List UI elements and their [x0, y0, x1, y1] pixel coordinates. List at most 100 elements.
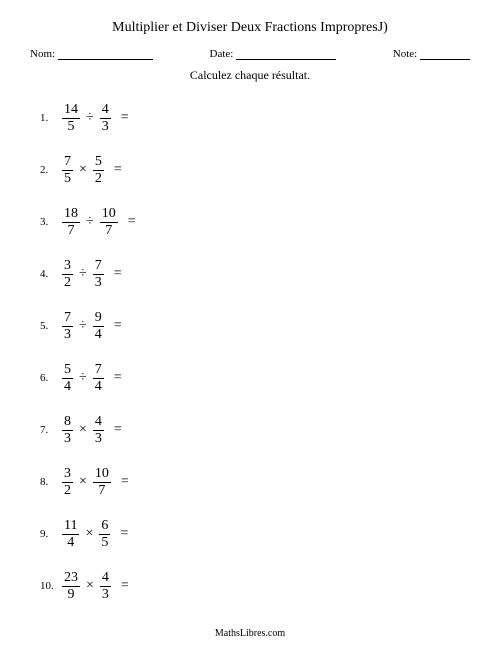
denominator-1: 2 [62, 482, 73, 498]
equals-sign: = [114, 422, 122, 438]
denominator-2: 4 [93, 378, 104, 394]
fraction-1: 32 [62, 467, 73, 498]
worksheet-title: Multiplier et Diviser Deux Fractions Imp… [30, 20, 470, 36]
operator: × [79, 162, 87, 178]
numerator-2: 10 [93, 467, 111, 482]
problem-row: 2.75×52= [40, 153, 470, 187]
problem-number: 8. [40, 476, 62, 488]
note-label: Note: [393, 48, 417, 60]
numerator-2: 5 [93, 155, 104, 170]
numerator-1: 3 [62, 467, 73, 482]
numerator-1: 7 [62, 155, 73, 170]
denominator-2: 7 [93, 482, 111, 498]
operator: ÷ [79, 266, 87, 282]
numerator-2: 4 [100, 571, 111, 586]
denominator-2: 5 [99, 534, 110, 550]
denominator-2: 3 [93, 274, 104, 290]
problem-row: 4.32÷73= [40, 257, 470, 291]
equals-sign: = [114, 370, 122, 386]
problem-number: 7. [40, 424, 62, 436]
numerator-1: 5 [62, 363, 73, 378]
problem-number: 9. [40, 528, 62, 540]
numerator-1: 7 [62, 311, 73, 326]
problem-number: 10. [40, 580, 62, 592]
name-label: Nom: [30, 48, 55, 60]
numerator-1: 8 [62, 415, 73, 430]
operator: × [79, 422, 87, 438]
denominator-2: 3 [93, 430, 104, 446]
fraction-1: 75 [62, 155, 73, 186]
operator: ÷ [86, 110, 94, 126]
fraction-1: 83 [62, 415, 73, 446]
date-blank[interactable] [236, 48, 336, 60]
problem-number: 2. [40, 164, 62, 176]
equals-sign: = [121, 110, 129, 126]
numerator-2: 7 [93, 259, 104, 274]
date-label: Date: [210, 48, 234, 60]
numerator-1: 14 [62, 103, 80, 118]
equals-sign: = [121, 474, 129, 490]
problem-row: 5.73 ÷ 94 = [40, 309, 470, 343]
problem-row: 9.114×65= [40, 517, 470, 551]
problem-number: 5. [40, 320, 62, 332]
fraction-2: 74 [93, 363, 104, 394]
operator: ÷ [79, 318, 87, 334]
problem-row: 8.32 × 107 = [40, 465, 470, 499]
equals-sign: = [128, 214, 136, 230]
denominator-2: 3 [100, 118, 111, 134]
instruction: Calculez chaque résultat. [30, 68, 470, 83]
equals-sign: = [114, 162, 122, 178]
fraction-1: 73 [62, 311, 73, 342]
operator: ÷ [79, 370, 87, 386]
fraction-1: 114 [62, 519, 79, 550]
denominator-1: 3 [62, 326, 73, 342]
fraction-2: 107 [93, 467, 111, 498]
denominator-1: 9 [62, 586, 80, 602]
name-field: Nom: [30, 48, 153, 60]
denominator-1: 7 [62, 222, 80, 238]
problem-row: 1.145 ÷ 43 = [40, 101, 470, 135]
equals-sign: = [114, 318, 122, 334]
equals-sign: = [121, 578, 129, 594]
numerator-1: 23 [62, 571, 80, 586]
numerator-2: 6 [99, 519, 110, 534]
note-blank[interactable] [420, 48, 470, 60]
numerator-2: 4 [100, 103, 111, 118]
header-row: Nom: Date: Note: [30, 48, 470, 60]
equals-sign: = [120, 526, 128, 542]
fraction-1: 54 [62, 363, 73, 394]
numerator-1: 3 [62, 259, 73, 274]
numerator-2: 10 [100, 207, 118, 222]
denominator-1: 5 [62, 170, 73, 186]
fraction-2: 43 [100, 571, 111, 602]
operator: × [79, 474, 87, 490]
fraction-2: 43 [100, 103, 111, 134]
problem-row: 7.83×43= [40, 413, 470, 447]
denominator-1: 4 [62, 378, 73, 394]
numerator-2: 9 [93, 311, 104, 326]
numerator-1: 18 [62, 207, 80, 222]
problem-row: 10.239×43= [40, 569, 470, 603]
denominator-2: 2 [93, 170, 104, 186]
denominator-2: 3 [100, 586, 111, 602]
problem-list: 1.145÷43=2.75×52=3.187÷107=4.32÷73=5.73÷… [30, 101, 470, 603]
fraction-2: 73 [93, 259, 104, 290]
fraction-1: 239 [62, 571, 80, 602]
fraction-2: 94 [93, 311, 104, 342]
fraction-1: 187 [62, 207, 80, 238]
equals-sign: = [114, 266, 122, 282]
problem-number: 3. [40, 216, 62, 228]
numerator-2: 7 [93, 363, 104, 378]
name-blank[interactable] [58, 48, 153, 60]
note-field: Note: [393, 48, 470, 60]
fraction-1: 32 [62, 259, 73, 290]
footer: MathsLibres.com [0, 628, 500, 639]
fraction-2: 52 [93, 155, 104, 186]
numerator-1: 11 [62, 519, 79, 534]
problem-number: 1. [40, 112, 62, 124]
problem-number: 4. [40, 268, 62, 280]
denominator-1: 2 [62, 274, 73, 290]
denominator-1: 5 [62, 118, 80, 134]
denominator-1: 4 [62, 534, 79, 550]
operator: ÷ [86, 214, 94, 230]
